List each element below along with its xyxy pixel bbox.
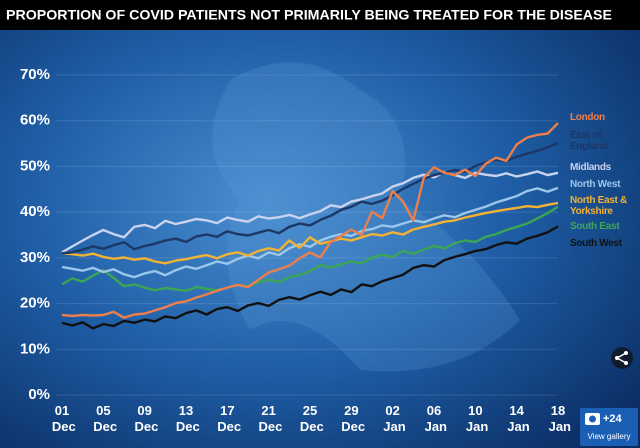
share-icon-dot xyxy=(624,351,628,355)
y-tick-label: 60% xyxy=(20,112,50,129)
series-line xyxy=(61,141,559,255)
legend-label: Midlands xyxy=(570,162,611,173)
legend-label: East of England xyxy=(570,130,608,152)
x-tick-label: 09 Dec xyxy=(131,403,158,434)
x-tick-label: 21 Dec xyxy=(255,403,282,434)
x-tick-label: 25 Dec xyxy=(296,403,323,434)
x-tick-label: 10 Jan xyxy=(462,403,488,434)
y-tick-label: 20% xyxy=(20,295,50,312)
map-shape xyxy=(212,62,520,372)
series-line xyxy=(61,170,559,254)
y-tick-label: 0% xyxy=(28,386,50,403)
y-tick-label: 30% xyxy=(20,249,50,266)
series-line xyxy=(61,225,559,330)
series-line xyxy=(61,205,559,292)
x-tick-label: 29 Dec xyxy=(338,403,365,434)
legend-label: South East xyxy=(570,221,620,232)
legend-label: North East & Yorkshire xyxy=(570,195,627,217)
share-icon-dot xyxy=(624,361,628,365)
x-tick-label: 18 Jan xyxy=(545,403,571,434)
series-line xyxy=(61,122,559,319)
legend-label: North West xyxy=(570,179,621,190)
x-tick-label: 14 Jan xyxy=(504,403,530,434)
series-line xyxy=(61,186,559,279)
x-tick-label: 05 Dec xyxy=(90,403,117,434)
x-tick-label: 06 Jan xyxy=(421,403,447,434)
x-tick-label: 01 Dec xyxy=(48,403,75,434)
y-tick-label: 10% xyxy=(20,340,50,357)
gallery-count: +24 xyxy=(603,413,623,425)
x-tick-label: 17 Dec xyxy=(214,403,241,434)
y-tick-label: 40% xyxy=(20,203,50,220)
series-line xyxy=(61,201,559,265)
x-tick-label: 02 Jan xyxy=(380,403,406,434)
y-tick-label: 50% xyxy=(20,157,50,174)
legend-label: South West xyxy=(570,238,622,249)
share-button[interactable] xyxy=(611,347,633,369)
camera-lens xyxy=(589,415,596,423)
y-tick-label: 70% xyxy=(20,66,50,83)
title-bar xyxy=(0,0,640,30)
chart-title: PROPORTION OF COVID PATIENTS NOT PRIMARI… xyxy=(6,7,612,23)
x-tick-label: 13 Dec xyxy=(172,403,199,434)
legend-label: London xyxy=(570,112,605,123)
share-icon-dot xyxy=(615,356,619,360)
gallery-label: View gallery xyxy=(588,432,631,441)
